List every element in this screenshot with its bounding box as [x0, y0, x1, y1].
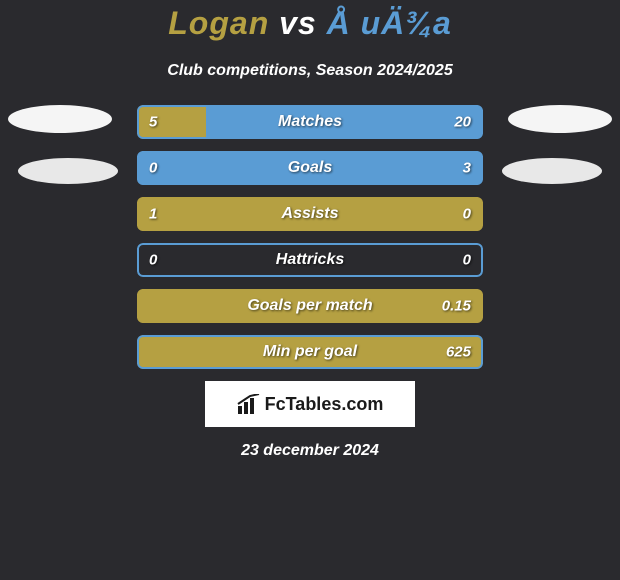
stat-bars: 5 Matches 20 0 Goals 3 1 Assists 0 0 Hattricks 0 Goa… [137, 105, 483, 369]
stat-bar-row: 1 Assists 0 [137, 197, 483, 231]
stat-value-left: 0 [149, 160, 157, 177]
stat-value-right: 20 [454, 114, 471, 131]
page-title: Logan vs Å uÄ¾a [0, 5, 620, 42]
comparison-card: Logan vs Å uÄ¾a Club competitions, Seaso… [0, 0, 620, 460]
stat-value-left: 5 [149, 114, 157, 131]
stat-value-right: 3 [463, 160, 471, 177]
stat-label: Assists [282, 205, 339, 223]
logo-text: FcTables.com [265, 394, 384, 415]
stat-label: Matches [278, 113, 342, 131]
stat-bar-row: 5 Matches 20 [137, 105, 483, 139]
stat-value-right: 0.15 [442, 298, 471, 315]
stat-bar-row: Min per goal 625 [137, 335, 483, 369]
stat-label: Hattricks [276, 251, 344, 269]
player2-avatar [508, 105, 612, 133]
stat-value-left: 1 [149, 206, 157, 223]
player2-team-avatar [502, 158, 602, 184]
stat-bar-row: Goals per match 0.15 [137, 289, 483, 323]
stat-value-left: 0 [149, 252, 157, 269]
chart-icon [237, 394, 261, 414]
player2-avatars [508, 105, 612, 209]
stat-bar-row: 0 Goals 3 [137, 151, 483, 185]
date-text: 23 december 2024 [0, 442, 620, 460]
stat-label: Min per goal [263, 343, 357, 361]
stat-label: Goals per match [247, 297, 372, 315]
player2-name: Å uÄ¾a [327, 5, 452, 41]
player1-name: Logan [168, 5, 269, 41]
stat-value-right: 625 [446, 344, 471, 361]
stat-bar-row: 0 Hattricks 0 [137, 243, 483, 277]
subtitle: Club competitions, Season 2024/2025 [0, 62, 620, 80]
stats-section: 5 Matches 20 0 Goals 3 1 Assists 0 0 Hattricks 0 Goa… [0, 105, 620, 369]
stat-value-right: 0 [463, 206, 471, 223]
player1-avatar [8, 105, 112, 133]
bar-fill-left [137, 105, 206, 139]
player1-team-avatar [18, 158, 118, 184]
fctables-logo: FcTables.com [205, 381, 415, 427]
stat-value-right: 0 [463, 252, 471, 269]
bar-fill-right [206, 105, 483, 139]
player1-avatars [8, 105, 118, 209]
stat-label: Goals [288, 159, 332, 177]
vs-separator: vs [279, 5, 317, 41]
